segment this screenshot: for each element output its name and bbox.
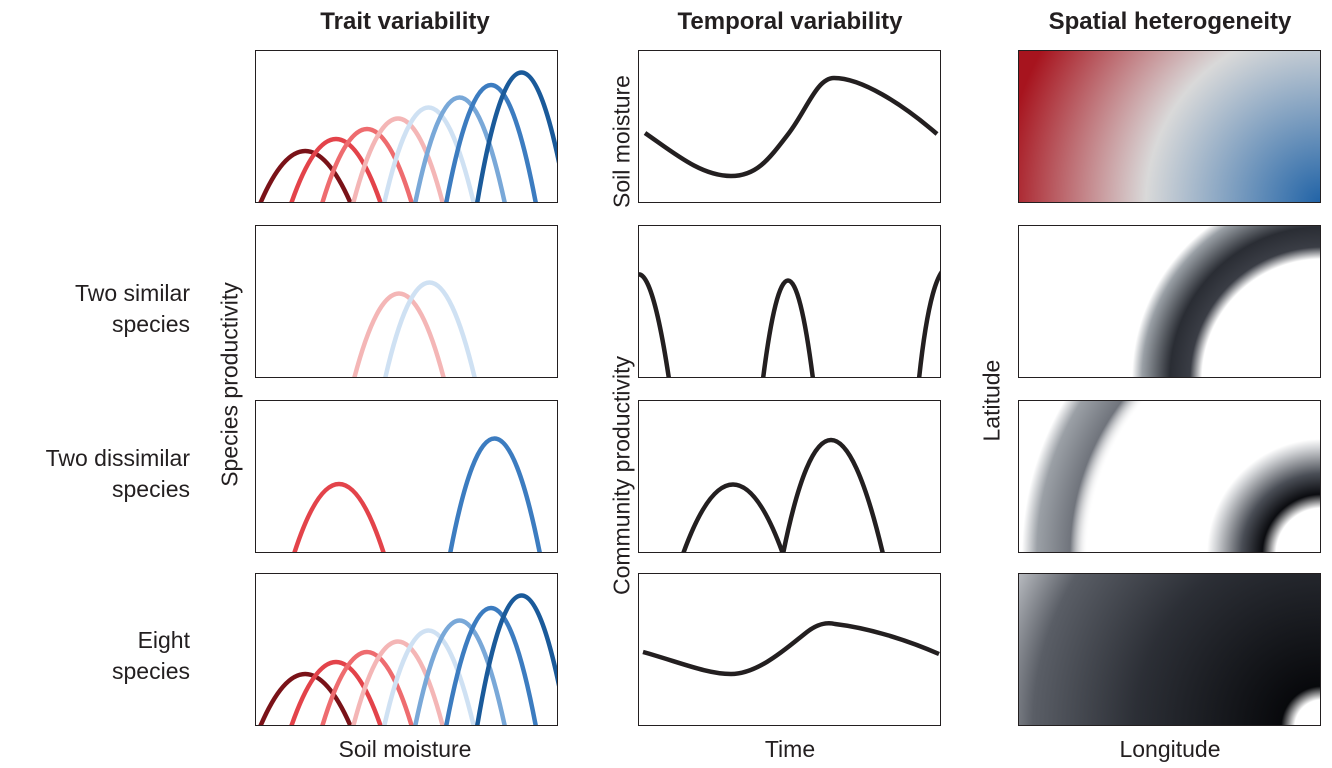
spatial-x-axis-label: Longitude [1119,736,1221,762]
trait-panel-two-dissimilar-curves [292,436,542,552]
trait-panel-eight-curves [258,593,557,725]
trait-x-axis-label: Soil moisture [338,736,472,762]
eight-species-curve-2 [289,660,383,725]
row-label-two-similar-text: Two similar species [74,280,190,337]
row-label-two-dissimilar: Two dissimilar species [0,443,190,505]
temporal-panel-top [638,50,941,203]
species-curve-6 [413,95,507,202]
temporal-x-axis-label: Time [764,736,816,762]
species-curve-3 [320,126,414,202]
temporal-panel-two-dissimilar [638,400,941,553]
soil-moisture-map-gradient [1019,51,1320,202]
species-curve-5 [382,105,476,202]
dissimilar-species-curve-2 [448,436,542,552]
spatial-panel-two-similar-map [1019,226,1320,377]
temporal-panel-eight [638,573,941,726]
spatial-panel-eight-map [1019,574,1320,725]
trait-y-axis-label: Species productivity [216,282,243,487]
temporal-top-y-axis-label: Soil moisture [608,75,635,208]
row-label-eight-text: Eight species [112,627,190,684]
temporal-panel-two-similar [638,225,941,378]
species-curve-1 [258,148,353,202]
spatial-panel-two-dissimilar [1018,400,1321,553]
eight-species-curve-5 [382,628,476,725]
trait-panel-two-similar-curves [352,280,477,377]
similar-species-curve-2 [383,280,477,377]
row-label-two-similar: Two similar species [0,278,190,340]
trait-panel-two-dissimilar [255,400,558,553]
trait-panel-top [255,50,558,203]
eight-species-curve-6 [413,618,507,725]
eight-species-curve-7 [444,606,538,725]
row-label-eight: Eight species [0,625,190,687]
eight-species-curve-1 [258,671,353,725]
spatial-panel-top [1018,50,1321,203]
species-curve-8 [475,70,557,202]
similar-species-curve-1 [352,291,446,377]
species-curve-7 [444,83,538,202]
temporal-panel-two-dissimilar-curve [681,438,885,552]
temporal-y-axis-label: Community productivity [608,355,635,596]
species-curve-2 [289,137,383,202]
eight-species-curve-8 [475,593,557,725]
trait-panel-two-similar [255,225,558,378]
spatial-y-axis-label: Latitude [978,359,1005,442]
species-curve-4 [351,116,445,202]
dissimilar-species-curve-1 [292,481,386,552]
temporal-panel-eight-curve [642,621,940,677]
column-title-spatial: Spatial heterogeneity [1048,8,1292,35]
spatial-panel-eight [1018,573,1321,726]
column-title-trait: Trait variability [320,8,490,35]
eight-species-curve-3 [320,649,414,725]
trait-panel-eight [255,573,558,726]
column-title-temporal: Temporal variability [677,8,903,35]
eight-species-curve-4 [351,639,445,725]
row-label-two-dissimilar-text: Two dissimilar species [45,445,190,502]
soil-moisture-over-time-curve [643,75,939,179]
spatial-panel-two-dissimilar-map [1019,401,1320,552]
temporal-panel-two-similar-curve [639,270,940,377]
spatial-panel-two-similar [1018,225,1321,378]
trait-panel-top-curves [258,70,557,202]
